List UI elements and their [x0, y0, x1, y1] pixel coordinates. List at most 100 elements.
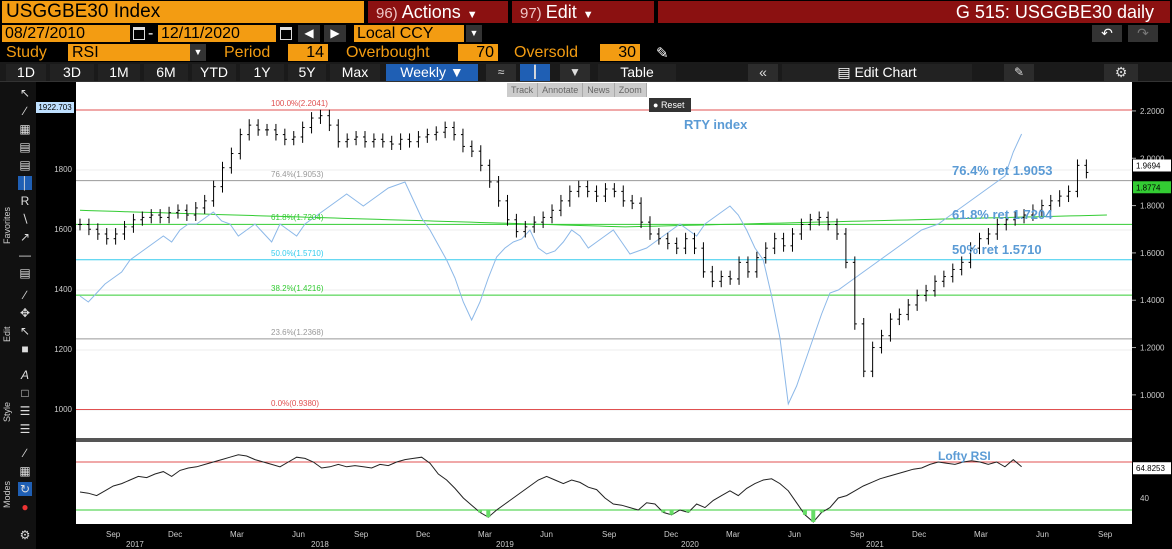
study-select[interactable]: RSI: [68, 44, 190, 61]
move-icon[interactable]: ✥: [19, 306, 31, 320]
start-date-input[interactable]: 08/27/2010: [2, 25, 130, 42]
date-range-bar: 08/27/2010 - 12/11/2020 ◀ ▶ Local CCY ▼ …: [0, 24, 1172, 43]
left-axis-label: 1200: [54, 345, 72, 354]
x-tick-label: Mar: [230, 530, 244, 539]
tab-5y[interactable]: 5Y: [288, 64, 326, 81]
tab-ytd[interactable]: YTD: [192, 64, 236, 81]
tools-icon[interactable]: ▦: [19, 122, 31, 136]
fib-label: 100.0%(2.2041): [271, 98, 328, 108]
edit-icon[interactable]: ✎: [1004, 64, 1034, 81]
chevron-down-icon[interactable]: ▼: [190, 44, 206, 61]
ticker-field[interactable]: USGGBE30 Index: [2, 1, 364, 23]
color-icon[interactable]: □: [21, 386, 29, 400]
edit-menu-button[interactable]: 97) Edit ▼: [512, 1, 654, 23]
study-bar: Study RSI ▼ Period 14 Overbought 70 Over…: [0, 43, 1172, 62]
line-style-icon[interactable]: ☰: [19, 422, 31, 436]
overbought-input[interactable]: 70: [458, 44, 498, 61]
x-tick-label: Jun: [540, 530, 553, 539]
collapse-left-icon[interactable]: «: [748, 64, 778, 81]
fib-tool-icon[interactable]: ▤: [19, 158, 31, 172]
last-price-badge-bg: [1133, 159, 1171, 172]
table-button[interactable]: Table: [598, 64, 676, 81]
edit-label: Edit: [2, 326, 12, 342]
date-separator: -: [148, 25, 154, 42]
left-axis-label: 1000: [54, 405, 72, 414]
bar-chart-icon[interactable]: ┃: [520, 64, 550, 81]
cursor-icon[interactable]: ↖: [19, 86, 31, 100]
prev-period-button[interactable]: ◀: [298, 25, 320, 42]
chevron-down-icon[interactable]: ▼: [560, 64, 590, 81]
x-tick-label: Dec: [416, 530, 430, 539]
calendar-icon[interactable]: [280, 27, 292, 40]
text-style-icon[interactable]: A: [20, 368, 29, 382]
period-label: Period: [224, 44, 271, 61]
brush-icon[interactable]: ∕: [23, 288, 26, 302]
left-axis-label: 1400: [54, 285, 72, 294]
crosshair-icon[interactable]: ∕: [23, 446, 26, 460]
gear-icon[interactable]: ⚙: [19, 528, 31, 542]
end-date-input[interactable]: 12/11/2020: [158, 25, 276, 42]
tab-max[interactable]: Max: [330, 64, 380, 81]
chevron-down-icon: ▼: [582, 9, 594, 21]
rty-last-badge: 1922.703: [36, 102, 74, 113]
fib-61-annotation: 61.8% ret 1.7204: [952, 207, 1053, 222]
color-mode-icon[interactable]: ●: [21, 500, 29, 514]
track-button[interactable]: Track: [507, 83, 539, 97]
oversold-fill: [486, 510, 491, 518]
tab-3d[interactable]: 3D: [50, 64, 94, 81]
edit-chart-label: Edit Chart: [854, 64, 917, 80]
chart-area[interactable]: 1.0000 1.2000 1.4000 1.6000 1.8000 2.0000 2.20…: [36, 82, 1172, 549]
x-tick-label: Mar: [974, 530, 988, 539]
mode-icon[interactable]: ↻: [18, 482, 32, 496]
line-weight-icon[interactable]: ☰: [19, 404, 31, 418]
calendar-icon[interactable]: [133, 27, 145, 40]
redo-button[interactable]: ↷: [1128, 25, 1158, 42]
undo-button[interactable]: ↶: [1092, 25, 1122, 42]
grid-icon[interactable]: ▦: [19, 464, 31, 478]
right-axis-label: 2.2000: [1140, 107, 1165, 116]
actions-menu-button[interactable]: 96) Actions ▼: [368, 1, 508, 23]
ray-icon[interactable]: ↗: [19, 230, 31, 244]
oversold-input[interactable]: 30: [600, 44, 640, 61]
annotate-button[interactable]: Annotate: [538, 83, 584, 97]
tab-1m[interactable]: 1M: [98, 64, 140, 81]
left-axis-label: 1600: [54, 225, 72, 234]
ma-value-badge: 1.8774: [1136, 183, 1161, 192]
hline-icon[interactable]: —: [19, 248, 31, 262]
period-input[interactable]: 14: [288, 44, 328, 61]
favorites-label: Favorites: [2, 206, 12, 244]
next-period-button[interactable]: ▶: [324, 25, 346, 42]
pencil-icon[interactable]: ✎: [656, 45, 669, 62]
price-chart[interactable]: 1.0000 1.2000 1.4000 1.6000 1.8000 2.0000 2.20…: [76, 82, 1172, 549]
zoom-button[interactable]: Zoom: [615, 83, 647, 97]
edit-menu-number: 97): [520, 5, 542, 22]
oversold-fill: [802, 510, 807, 515]
rty-index-line: [79, 133, 1023, 406]
tab-6m[interactable]: 6M: [144, 64, 188, 81]
chevron-down-icon[interactable]: ▼: [466, 25, 482, 42]
oversold-fill: [686, 510, 691, 513]
pitchfork-icon[interactable]: ∖: [21, 212, 29, 226]
gear-icon[interactable]: ⚙: [1104, 64, 1138, 81]
retracement-icon[interactable]: R: [20, 194, 30, 208]
news-button[interactable]: News: [583, 83, 615, 97]
tab-1y[interactable]: 1Y: [240, 64, 284, 81]
right-axis-bg: [1132, 82, 1172, 524]
bar-tool-icon[interactable]: │: [18, 176, 32, 190]
actions-menu-label: Actions: [401, 2, 461, 22]
channel-icon[interactable]: ▤: [19, 266, 31, 280]
panel-divider[interactable]: [76, 438, 1132, 442]
line-tool-icon[interactable]: ∕: [23, 104, 26, 118]
fib-tool-icon[interactable]: ▤: [19, 140, 31, 154]
right-axis-label: 2.0000: [1140, 154, 1165, 163]
reset-button[interactable]: ● Reset: [649, 98, 691, 112]
edit-chart-button[interactable]: ▤ Edit Chart: [782, 64, 972, 81]
frequency-select[interactable]: Weekly ▼: [386, 64, 478, 81]
tab-1d[interactable]: 1D: [6, 64, 46, 81]
line-chart-icon[interactable]: ≈: [486, 64, 516, 81]
rsi-axis-label: 40: [1140, 494, 1149, 503]
ma-value-badge-bg: [1133, 181, 1171, 194]
trash-icon[interactable]: ■: [21, 342, 29, 356]
currency-select[interactable]: Local CCY: [354, 25, 464, 42]
select-icon[interactable]: ↖: [19, 324, 31, 338]
